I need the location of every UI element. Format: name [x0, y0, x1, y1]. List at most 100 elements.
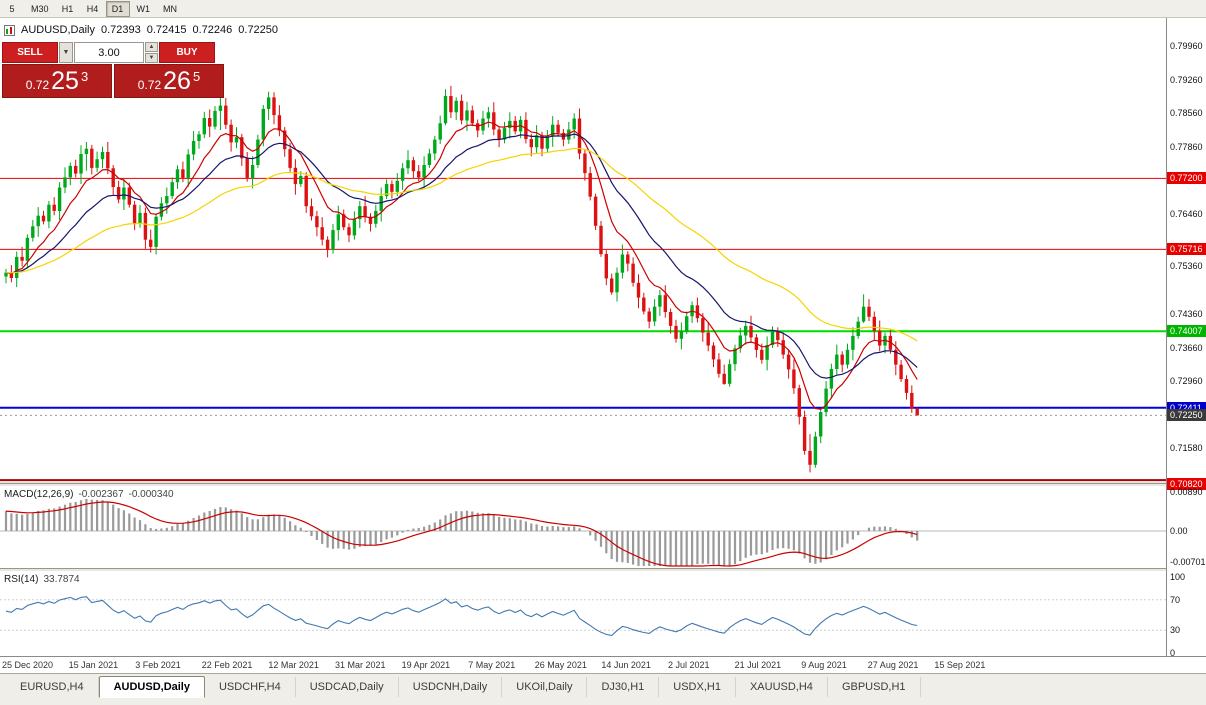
candle-body — [443, 96, 448, 124]
candle-body — [384, 184, 389, 197]
candle-body — [583, 153, 587, 174]
candle-body — [36, 215, 40, 227]
candle-body — [668, 312, 673, 326]
macd-indicator-label: MACD(12,26,9) -0.002367 -0.000340 — [4, 489, 174, 500]
time-axis-label: 26 May 2021 — [534, 660, 587, 670]
time-axis-label: 25 Dec 2020 — [2, 660, 54, 670]
candle-body — [266, 97, 271, 109]
candle-body — [331, 230, 335, 250]
candle-body — [738, 335, 742, 349]
chart-tab-usdcnh-daily[interactable]: USDCNH,Daily — [399, 677, 503, 697]
price-axis[interactable]: 0.79960 0.79260 0.78560 0.77860 0.76460 0.753… — [1166, 18, 1206, 658]
chart-tab-xauusd-h4[interactable]: XAUUSD,H4 — [736, 677, 828, 697]
time-axis-label: 21 Jul 2021 — [734, 660, 782, 670]
pane-separator-rsi[interactable] — [0, 568, 1206, 572]
buy-button[interactable]: BUY — [159, 42, 215, 63]
candle-body — [904, 379, 909, 393]
candle-body — [872, 316, 876, 331]
candle-body — [170, 182, 174, 197]
candle-body — [191, 141, 196, 155]
chart-tab-usdcad-daily[interactable]: USDCAD,Daily — [296, 677, 399, 697]
price-axis-label: 0.79960 — [1170, 41, 1203, 52]
chart-tab-dj30-h1[interactable]: DJ30,H1 — [587, 677, 660, 697]
timeframe-button-5[interactable]: 5 — [9, 3, 15, 14]
candle-body — [293, 167, 298, 185]
bid-price-box[interactable]: 0.72 25 3 — [2, 64, 112, 98]
chart-tab-audusd-daily[interactable]: AUDUSD,Daily — [98, 676, 205, 698]
candle-body — [358, 206, 362, 220]
candle-body — [529, 139, 533, 148]
candle-body — [41, 215, 46, 222]
timeframe-button-h4[interactable]: H4 — [86, 3, 99, 14]
sell-button[interactable]: SELL — [2, 42, 58, 63]
timeframe-button-m30[interactable]: M30 — [31, 3, 49, 14]
chart-tab-gbpusd-h1[interactable]: GBPUSD,H1 — [828, 677, 921, 697]
price-level-chip: 0.70820 — [1167, 477, 1206, 490]
time-axis-label: 12 Mar 2021 — [268, 660, 319, 670]
time-axis[interactable]: 25 Dec 2020 15 Jan 2021 3 Feb 2021 22 Feb 2… — [0, 656, 1206, 673]
price-axis-label: 0.72960 — [1170, 376, 1203, 387]
candle-body — [186, 154, 190, 178]
candle-body — [379, 196, 383, 211]
candle-body — [910, 392, 914, 409]
candle-body — [642, 297, 646, 312]
candle-body — [524, 119, 528, 140]
spinner-up-icon[interactable]: ▲ — [145, 42, 158, 52]
candle-body — [476, 123, 480, 131]
timeframe-button-mn[interactable]: MN — [163, 3, 178, 14]
candle-body — [159, 203, 164, 217]
timeframe-button-d1[interactable]: D1 — [105, 0, 130, 17]
candle-body — [894, 349, 898, 365]
candle-body — [411, 160, 416, 172]
candle-body — [636, 282, 641, 298]
candle-body — [797, 388, 801, 417]
candle-body — [299, 176, 303, 185]
candle-body — [52, 204, 56, 211]
candle-body — [604, 254, 608, 279]
candle-body — [320, 227, 324, 240]
candle-body — [181, 169, 185, 178]
candle-body — [744, 325, 748, 336]
ohlc-low-value: 0.72246 — [192, 24, 233, 36]
candle-body — [802, 416, 807, 451]
volume-spinner[interactable]: ▲ ▼ — [145, 42, 158, 63]
candle-body — [534, 135, 539, 148]
candle-body — [122, 187, 126, 200]
candle-body — [218, 105, 223, 111]
chart-tab-usdx-h1[interactable]: USDX,H1 — [659, 677, 736, 697]
chart-tab-usdchf-h4[interactable]: USDCHF,H4 — [205, 677, 296, 697]
candle-body — [20, 256, 24, 261]
ask-price-box[interactable]: 0.72 26 5 — [114, 64, 224, 98]
candle-body — [363, 206, 367, 217]
timeframe-button-w1[interactable]: W1 — [136, 3, 151, 14]
candle-body — [470, 110, 474, 124]
price-axis-label: 0.79260 — [1170, 74, 1203, 85]
candle-body — [454, 100, 458, 113]
chart-tab-eurusd-h4[interactable]: EURUSD,H4 — [6, 677, 99, 697]
chart-tab-ukoil-daily[interactable]: UKOil,Daily — [502, 677, 588, 697]
volume-input[interactable] — [74, 42, 144, 63]
candle-body — [449, 96, 453, 113]
candle-body — [727, 364, 732, 384]
pane-separator-macd[interactable] — [0, 483, 1206, 487]
candle-body — [95, 159, 99, 168]
candle-body — [658, 295, 662, 307]
candle-body — [68, 165, 72, 178]
rsi-axis-label: 70 — [1170, 594, 1181, 605]
ohlc-open-value: 0.72393 — [100, 24, 141, 36]
candle-body — [845, 349, 850, 365]
timeframe-button-h1[interactable]: H1 — [61, 3, 74, 14]
candle-body — [760, 349, 764, 360]
volume-dropdown-button[interactable]: ▼ — [59, 42, 73, 63]
spinner-down-icon[interactable]: ▼ — [145, 53, 158, 63]
candle-body — [626, 254, 630, 264]
ask-price-point: 5 — [192, 69, 201, 84]
candle-body — [132, 204, 137, 224]
candle-body — [733, 348, 737, 365]
candle-body — [165, 196, 169, 204]
candle-body — [202, 118, 206, 135]
time-axis-label: 15 Jan 2021 — [68, 660, 119, 670]
candle-body — [417, 171, 421, 178]
candle-body — [374, 210, 378, 224]
